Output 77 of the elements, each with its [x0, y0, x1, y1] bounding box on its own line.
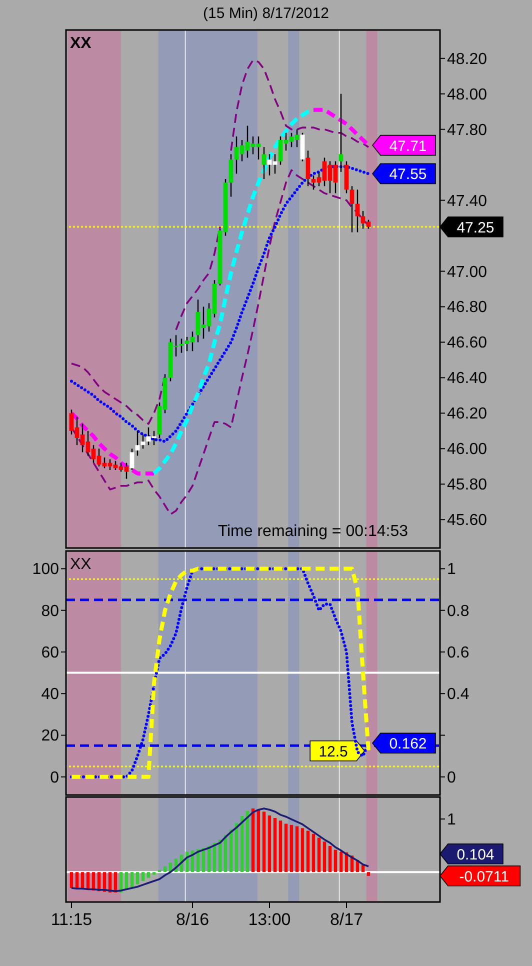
candlestick [228, 154, 234, 198]
bar [322, 842, 326, 872]
x-tick-label: 8/17 [330, 910, 364, 929]
y-tick-label: 45.80 [447, 476, 488, 494]
bar [278, 820, 282, 872]
y2-tick-label: 1 [447, 561, 456, 578]
bar [141, 872, 145, 881]
candlestick [140, 434, 146, 450]
y-tick-label: 46.00 [447, 441, 488, 458]
y-tick-label: 47.80 [447, 122, 488, 139]
bar [306, 830, 310, 872]
ref-line-label: 47.25 [456, 219, 494, 236]
y-tick-label: 48.00 [447, 86, 488, 104]
y-tick-label: 100 [32, 561, 60, 578]
y2-tick-label: 0.8 [447, 602, 470, 620]
bar [284, 824, 288, 872]
y-tick-label: 0 [50, 769, 60, 786]
y-tick-label: 40 [41, 686, 60, 704]
line-series [70, 169, 370, 516]
bar [246, 811, 250, 872]
candlestick [306, 150, 310, 187]
bar [136, 872, 140, 884]
bar [240, 816, 244, 872]
candlestick [355, 189, 360, 233]
line-series [70, 411, 156, 476]
bar [256, 810, 260, 872]
line-series [312, 108, 370, 148]
bar [290, 825, 294, 872]
y-tick-label: 45.60 [447, 512, 488, 530]
y-tick-label: 46.80 [447, 299, 488, 316]
y2-tick-label: 0.4 [447, 686, 470, 704]
bar [268, 815, 272, 872]
x-tick-label: 11:15 [50, 910, 92, 929]
text: 0.104 [456, 846, 494, 864]
candlestick [179, 338, 184, 354]
data-label: 12.5 [318, 743, 348, 760]
bar [300, 828, 304, 872]
data-label: 47.55 [389, 166, 427, 184]
y-tick-label: 20 [41, 728, 60, 745]
x-tick-label: 8/16 [176, 910, 210, 929]
annotation: Time remaining = 00:14:53 [218, 523, 408, 540]
x-tick-label: 13:00 [248, 910, 291, 929]
bar [317, 838, 321, 872]
bar [251, 808, 255, 872]
text: -0.0711 [459, 868, 509, 886]
data-label: 0.162 [389, 736, 427, 753]
chart-subtitle: XX [70, 556, 92, 573]
bar [295, 826, 299, 872]
bar [70, 872, 74, 888]
bar [273, 818, 277, 872]
bar [328, 846, 332, 872]
bar [366, 872, 370, 876]
bar [312, 834, 316, 872]
y-tick-label: 47.00 [447, 264, 488, 281]
bar [339, 852, 343, 872]
y-tick-label: 46.20 [447, 406, 488, 423]
chart-subtitle: XX [70, 35, 92, 52]
bar [262, 812, 266, 872]
y2-tick-label: 0.6 [447, 644, 470, 662]
data-label: 47.71 [389, 138, 427, 155]
text: 1 [447, 812, 456, 828]
candlestick [338, 93, 344, 173]
bar [163, 866, 167, 872]
y-tick-label: 47.40 [447, 192, 488, 210]
y-tick-label: 80 [41, 602, 60, 620]
candlestick [350, 186, 354, 233]
chart-title: (15 Min) 8/17/2012 [203, 5, 329, 22]
bar [152, 872, 156, 875]
candlestick [135, 430, 140, 456]
candlestick [262, 146, 266, 180]
bar [334, 850, 338, 872]
y-tick-label: 46.40 [447, 370, 488, 388]
y-tick-label: 60 [41, 644, 60, 662]
y-tick-label: 46.60 [447, 334, 488, 352]
bar [146, 872, 150, 878]
candlestick [130, 448, 134, 471]
y-tick-label: 48.20 [447, 50, 488, 68]
